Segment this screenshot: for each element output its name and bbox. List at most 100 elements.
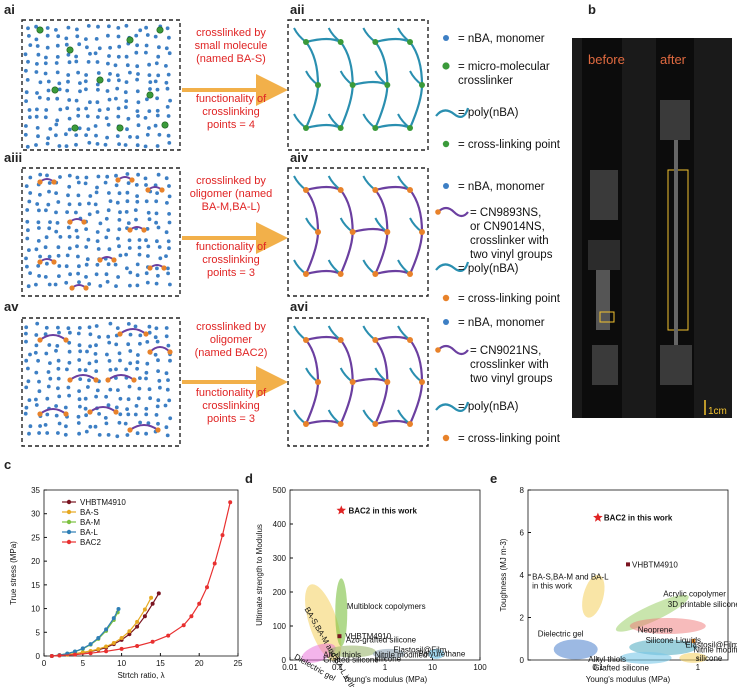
monomer-dot: [137, 252, 142, 257]
region-ba: [582, 574, 605, 618]
legend-marker: [66, 519, 72, 525]
monomer-dot: [125, 199, 130, 204]
vhb-marker: [626, 562, 630, 567]
monomer-dot: [48, 126, 53, 131]
monomer-dot: [138, 420, 143, 425]
monomer-dot: [84, 133, 88, 138]
monomer-dot: [104, 216, 109, 221]
crosslinker-icon: [442, 62, 450, 70]
monomer-dot: [128, 349, 133, 353]
monomer-dot: [37, 274, 41, 278]
arrow-caption-line: points = 4: [207, 119, 255, 131]
monomer-dot: [135, 431, 140, 436]
arrow-caption-line: (named BAC2): [195, 347, 268, 359]
monomer-dot: [148, 396, 153, 401]
monomer-dot: [84, 262, 89, 267]
monomer-dot: [55, 43, 60, 48]
monomer-dot: [134, 217, 138, 222]
monomer-dot: [154, 220, 159, 225]
chart-stress-strain: 0 5 10 15 20 25 0 5 10 15 20 25 30 35 Strtch ratio, λ T…: [9, 486, 243, 680]
monomer-dot: [88, 424, 93, 429]
monomer-dot: [35, 126, 40, 130]
monomer-dot: [54, 404, 58, 408]
legend-poly: = poly(nBA): [458, 263, 519, 275]
monomer-dot: [136, 353, 140, 357]
monomer-dot: [147, 324, 152, 329]
monomer-dot: [104, 116, 109, 120]
polymer-chain: [305, 185, 342, 192]
box-aiii: [21, 167, 181, 297]
crosslink-point-icon: [442, 434, 450, 442]
monomer-dot: [77, 42, 82, 47]
monomer-dot: [85, 45, 89, 50]
label-av: av: [4, 299, 19, 314]
monomer-dot: [145, 280, 150, 285]
monomer-dot: [114, 96, 118, 101]
crosslink-node: [372, 337, 379, 343]
monomer-dot: [156, 369, 161, 373]
monomer-dot: [28, 43, 33, 47]
legend-label: BA-L: [80, 528, 98, 537]
monomer-dot: [48, 361, 52, 365]
monomer-dot: [54, 133, 58, 138]
monomer-dot: [138, 341, 142, 346]
dielectric-label: Dielectric gel: [538, 630, 584, 639]
data-point: [96, 636, 101, 640]
monomer-dot: [47, 282, 52, 287]
polymer-chain: [305, 37, 342, 44]
polymer-icon: [435, 261, 470, 272]
monomer-dot: [155, 404, 160, 409]
vinyl-end: [113, 409, 119, 415]
monomer-dot: [146, 210, 151, 215]
monomer-dot: [95, 230, 100, 234]
data-point: [57, 653, 62, 658]
monomer-dot: [147, 330, 152, 335]
legend-monomer: = nBA, monomer: [458, 181, 545, 193]
x-tick-label: 0.1: [592, 663, 604, 672]
vinyl-end: [67, 377, 73, 383]
vinyl-end: [51, 179, 57, 185]
monomer-dot: [56, 366, 61, 371]
monomer-dot: [77, 358, 82, 362]
monomer-dot: [153, 79, 158, 84]
x-tick-label: 5: [81, 659, 86, 668]
monomer-dot: [133, 324, 138, 329]
monomer-dot: [44, 351, 49, 356]
monomer-dot: [26, 228, 30, 233]
monomer-dot: [138, 28, 143, 33]
monomer-dot: [68, 272, 72, 277]
monomer-dot: [23, 411, 28, 416]
monomer-dot: [135, 64, 140, 69]
monomer-dot: [156, 73, 161, 78]
monomer-dot: [117, 227, 122, 232]
monomer-dot: [107, 247, 112, 252]
monomer-dot: [86, 60, 91, 64]
monomer-dot: [135, 89, 140, 94]
monomer-dot: [145, 132, 150, 137]
monomer-dot: [113, 262, 118, 267]
monomer-dot: [76, 107, 81, 112]
monomer-dot: [117, 244, 121, 249]
monomer-dot: [35, 91, 39, 95]
monomer-dot: [166, 378, 170, 382]
crosslink-node: [315, 82, 321, 88]
monomer-dot: [133, 412, 138, 417]
monomer-dot: [136, 114, 140, 118]
y-tick-label: 10: [31, 605, 40, 614]
monomer-dot: [154, 199, 159, 204]
monomer-dot: [35, 202, 40, 206]
bac2-star: [336, 505, 346, 515]
monomer-dot: [77, 343, 82, 348]
monomer-dot: [147, 73, 152, 77]
data-point: [88, 642, 93, 647]
monomer-dot: [45, 26, 50, 30]
monomer-dot: [83, 181, 88, 186]
monomer-dot: [144, 406, 149, 411]
monomer-dot: [167, 184, 171, 188]
monomer-dot: [96, 87, 100, 92]
monomer-dot: [107, 24, 111, 29]
monomer-dot: [74, 133, 79, 138]
monomer-dot: [93, 51, 98, 56]
alkyl-label: Alkyl thiols: [588, 655, 626, 664]
monomer-dot: [23, 132, 28, 137]
